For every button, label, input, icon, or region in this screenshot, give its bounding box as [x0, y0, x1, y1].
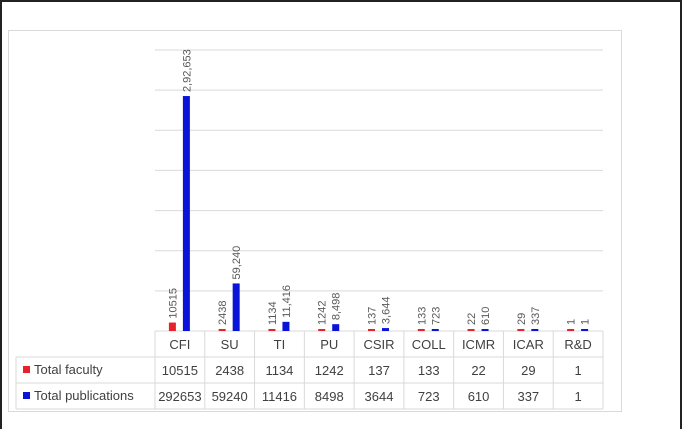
legend-label: Total publications — [34, 388, 134, 403]
data-label: 2438 — [217, 301, 229, 325]
bars — [168, 96, 589, 332]
bar-faculty-rd — [567, 329, 575, 331]
table-cell: 1 — [574, 389, 581, 404]
data-table: CFI SU TI PU CSIR COLL ICMR ICAR R&D Total facult… — [15, 331, 604, 410]
table-cell: 22 — [471, 363, 485, 378]
category-label: CSIR — [363, 337, 394, 352]
data-label: 1134 — [267, 301, 279, 325]
table-cell: 29 — [521, 363, 535, 378]
bar-publications-pu — [332, 324, 340, 331]
gridlines — [155, 49, 603, 332]
category-label: CFI — [169, 337, 190, 352]
bar-publications-rd — [581, 329, 589, 331]
category-label: R&D — [564, 337, 591, 352]
data-label: 610 — [480, 307, 492, 325]
data-label: 337 — [530, 307, 542, 325]
category-label: ICAR — [513, 337, 544, 352]
table-cell: 723 — [418, 389, 440, 404]
table-cell: 11416 — [262, 389, 297, 404]
bar-publications-cfi — [182, 96, 190, 332]
table-cell: 2438 — [215, 363, 244, 378]
data-label: 1 — [580, 319, 592, 325]
bar-publications-icmr — [481, 329, 489, 331]
bar-publications-ti — [282, 321, 290, 331]
chart-area — [8, 30, 622, 412]
table-cell: 133 — [418, 363, 440, 378]
data-label: 137 — [367, 307, 379, 325]
bar-faculty-icar — [517, 329, 525, 331]
bar-publications-icar — [531, 329, 539, 331]
bar-publications-csir — [382, 328, 389, 331]
data-label: 11,416 — [281, 285, 293, 318]
data-label: 1 — [566, 319, 578, 325]
table-cell: 292653 — [158, 389, 201, 404]
bar-faculty-pu — [318, 329, 326, 331]
data-labels: 10515 2,92,653 2438 59,240 1134 11,416 1242 8,4… — [167, 49, 591, 325]
table-cell: 3644 — [365, 389, 394, 404]
data-label: 3,644 — [381, 297, 393, 325]
data-label: 29 — [516, 313, 528, 325]
table-cell: 1134 — [265, 363, 293, 378]
legend-key-publications — [23, 392, 30, 399]
table-cell: 1242 — [315, 363, 344, 378]
table-cell: 337 — [517, 389, 539, 404]
category-label: COLL — [412, 337, 446, 352]
data-label: 59,240 — [231, 246, 243, 280]
table-cell: 137 — [368, 363, 390, 378]
legend-key-faculty — [23, 366, 30, 373]
bar-faculty-coll — [417, 329, 425, 331]
bar-publications-su — [232, 283, 240, 331]
bar-faculty-cfi — [168, 322, 176, 331]
category-label: TI — [274, 337, 286, 352]
table-cell: 8498 — [315, 389, 344, 404]
bar-publications-coll — [431, 329, 439, 331]
table-cell: 1 — [574, 363, 581, 378]
bar-faculty-icmr — [467, 329, 475, 331]
category-label: PU — [320, 337, 338, 352]
table-cell: 10515 — [162, 363, 198, 378]
bar-faculty-ti — [268, 329, 276, 331]
legend-label: Total faculty — [34, 362, 103, 377]
data-label: 22 — [466, 313, 478, 325]
data-label: 133 — [416, 307, 428, 325]
data-label: 1242 — [317, 301, 329, 325]
data-label: 2,92,653 — [181, 49, 193, 92]
data-label: 8,498 — [331, 293, 343, 321]
category-label: ICMR — [462, 337, 495, 352]
data-label: 10515 — [167, 288, 179, 319]
table-cell: 59240 — [212, 389, 248, 404]
table-cell: 610 — [468, 389, 490, 404]
data-label: 723 — [430, 307, 442, 325]
bar-faculty-csir — [368, 329, 375, 331]
category-label: SU — [221, 337, 239, 352]
bar-faculty-su — [218, 329, 226, 331]
